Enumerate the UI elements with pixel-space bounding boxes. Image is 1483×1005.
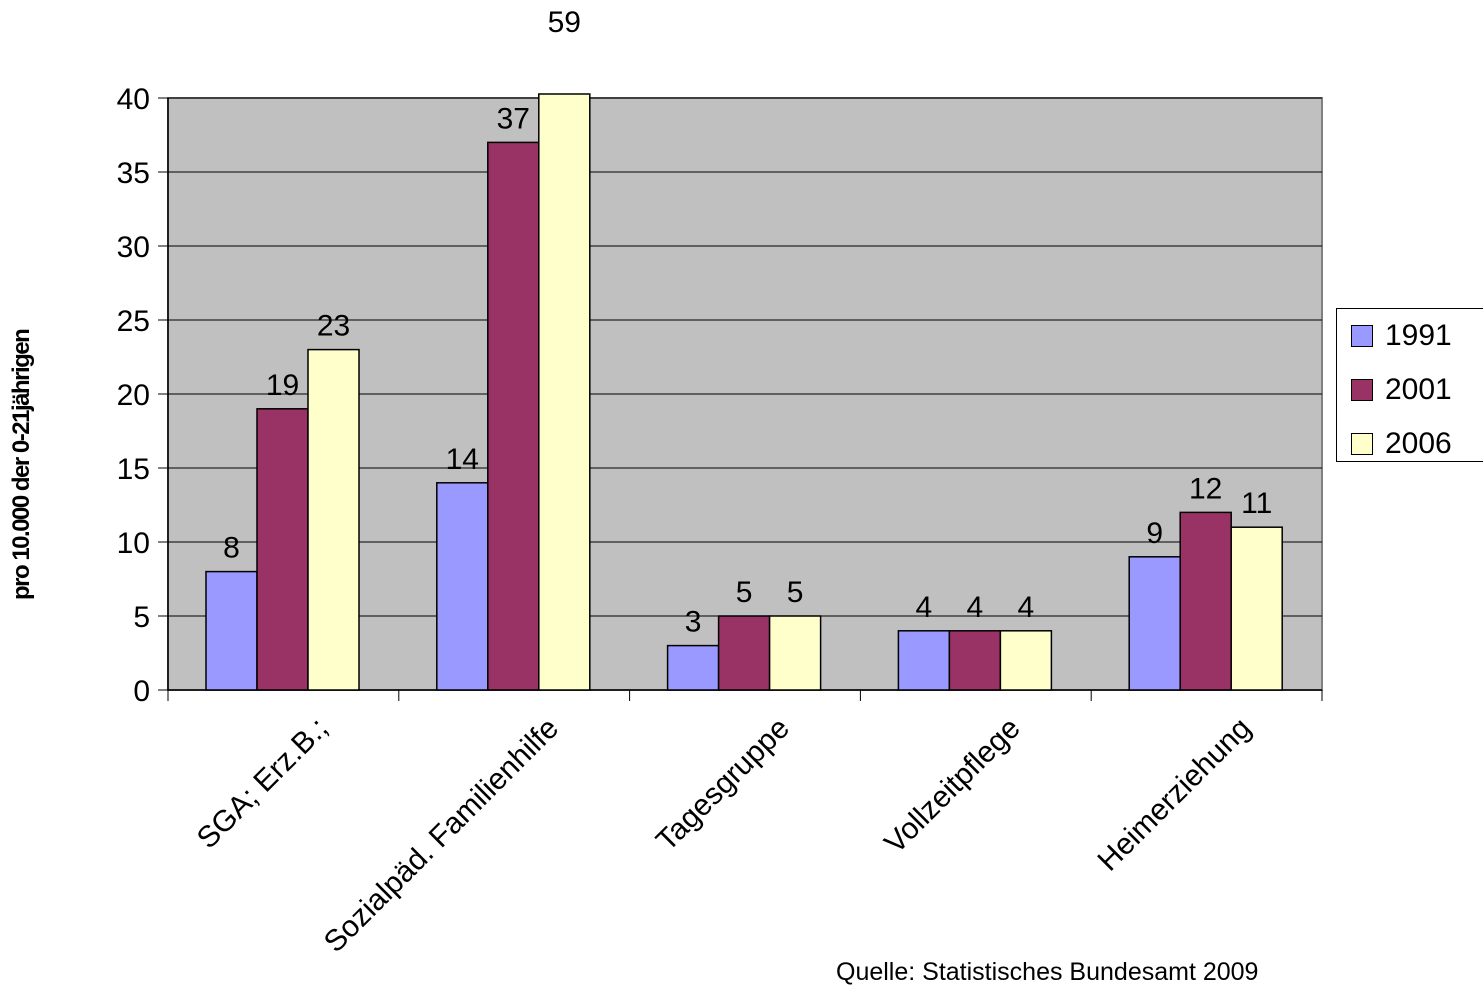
bar-1991-1 [436, 482, 489, 691]
legend-label-2001: 2001 [1385, 373, 1452, 406]
legend-label-2006: 2006 [1385, 427, 1452, 460]
y-tick-label-5: 5 [133, 601, 150, 634]
bar-1991-4 [1128, 556, 1181, 691]
bar-2001-4 [1179, 511, 1232, 691]
source-note: Quelle: Statistisches Bundesamt 2009 [836, 958, 1259, 986]
y-tick-label-35: 35 [117, 157, 150, 190]
bar-2001-3 [948, 630, 1002, 691]
data-label-2001-0: 19 [266, 369, 299, 402]
data-label-2006-4: 11 [1241, 487, 1272, 520]
bar-2006-1 [538, 93, 591, 691]
bar-1991-2 [666, 644, 720, 691]
y-axis-label: pro 10.000 der 0-21jährigen [8, 329, 35, 600]
bar-2001-2 [717, 615, 771, 691]
x-tick-label-1: Sozialpäd. Familienhilfe [318, 712, 565, 959]
bar-2006-2 [768, 615, 822, 691]
x-tick-label-4: Heimerziehung [1092, 712, 1258, 878]
data-label-2001-4: 12 [1189, 472, 1222, 505]
legend-swatch-2006 [1351, 433, 1373, 455]
bar-2001-0 [256, 408, 309, 691]
y-tick-label-40: 40 [117, 83, 150, 116]
legend: 1991 2001 2006 [1336, 308, 1483, 462]
bar-2006-3 [999, 630, 1053, 691]
data-label-2006-3: 4 [1018, 591, 1035, 624]
data-label-1991-2: 3 [685, 606, 702, 639]
bar-1991-3 [897, 630, 951, 691]
legend-swatch-1991 [1351, 325, 1373, 347]
legend-item-1991: 1991 [1351, 319, 1452, 352]
data-label-1991-3: 4 [916, 591, 933, 624]
bar-1991-0 [205, 570, 258, 691]
data-label-2006-0: 23 [317, 310, 350, 343]
y-tick-label-15: 15 [117, 453, 150, 486]
legend-label-1991: 1991 [1385, 319, 1452, 352]
x-tick-label-2: Tagesgruppe [650, 712, 796, 858]
data-label-2001-1: 37 [497, 102, 530, 135]
legend-item-2001: 2001 [1351, 373, 1452, 406]
data-label-1991-1: 14 [446, 443, 479, 476]
y-tick-label-30: 30 [117, 231, 150, 264]
bar-2006-0 [307, 348, 360, 691]
data-label-2006-1: 59 [548, 6, 581, 39]
bar-2006-4 [1230, 526, 1283, 691]
data-label-1991-0: 8 [223, 532, 240, 565]
x-tick-label-0: SGA; Erz.B.; [191, 712, 335, 856]
legend-item-2006: 2006 [1351, 427, 1452, 460]
y-tick-label-0: 0 [133, 675, 150, 708]
y-tick-label-25: 25 [117, 305, 150, 338]
y-tick-label-20: 20 [117, 379, 150, 412]
data-label-2001-2: 5 [736, 576, 753, 609]
legend-swatch-2001 [1351, 379, 1373, 401]
y-tick-label-10: 10 [117, 527, 150, 560]
x-tick-label-3: Vollzeitpflege [878, 712, 1026, 860]
data-label-1991-4: 9 [1146, 517, 1163, 550]
data-label-2006-2: 5 [787, 576, 804, 609]
data-label-2001-3: 4 [967, 591, 984, 624]
bar-2001-1 [487, 141, 540, 691]
